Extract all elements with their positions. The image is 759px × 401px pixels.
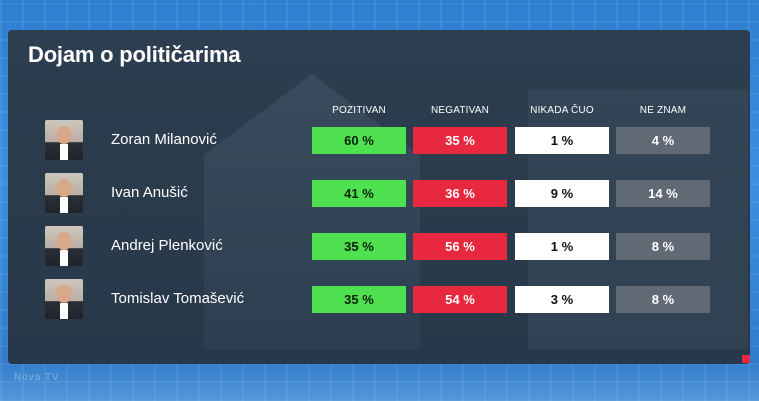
avatar [45, 173, 83, 213]
avatar [45, 120, 83, 160]
results-panel: Dojam o političarima POZITIVAN NEGATIVAN… [8, 30, 750, 364]
cell-nikada-cuo: 1 % [515, 233, 609, 260]
table-row: Andrej Plenković 35 % 56 % 1 % 8 % [8, 222, 750, 268]
avatar [45, 226, 83, 266]
column-header-negativan: NEGATIVAN [430, 105, 490, 116]
cell-negativan: 35 % [413, 127, 507, 154]
cell-nikada-cuo: 9 % [515, 180, 609, 207]
cell-ne-znam: 8 % [616, 286, 710, 313]
politician-name: Tomislav Tomašević [111, 290, 245, 307]
background-floor [0, 361, 759, 401]
page-title: Dojam o političarima [28, 42, 241, 67]
cell-pozitivan: 35 % [312, 233, 406, 260]
avatar [45, 279, 83, 319]
cell-nikada-cuo: 3 % [515, 286, 609, 313]
channel-watermark: Nova TV [14, 372, 60, 383]
politician-name: Andrej Plenković [111, 237, 223, 254]
table-row: Ivan Anušić 41 % 36 % 9 % 14 % [8, 169, 750, 215]
cell-ne-znam: 14 % [616, 180, 710, 207]
cell-pozitivan: 60 % [312, 127, 406, 154]
cell-negativan: 56 % [413, 233, 507, 260]
column-header-ne-znam: NE ZNAM [639, 105, 687, 116]
cell-nikada-cuo: 1 % [515, 127, 609, 154]
column-header-nikada-cuo: NIKADA ČUO [530, 105, 594, 116]
politician-name: Zoran Milanović [111, 131, 217, 148]
cell-negativan: 54 % [413, 286, 507, 313]
cell-ne-znam: 8 % [616, 233, 710, 260]
cell-pozitivan: 35 % [312, 286, 406, 313]
politician-name: Ivan Anušić [111, 184, 188, 201]
cell-negativan: 36 % [413, 180, 507, 207]
column-header-pozitivan: POZITIVAN [332, 105, 386, 116]
cell-pozitivan: 41 % [312, 180, 406, 207]
table-row: Tomislav Tomašević 35 % 54 % 3 % 8 % [8, 275, 750, 321]
broadcast-corner-marker [742, 355, 750, 363]
table-row: Zoran Milanović 60 % 35 % 1 % 4 % [8, 116, 750, 162]
cell-ne-znam: 4 % [616, 127, 710, 154]
